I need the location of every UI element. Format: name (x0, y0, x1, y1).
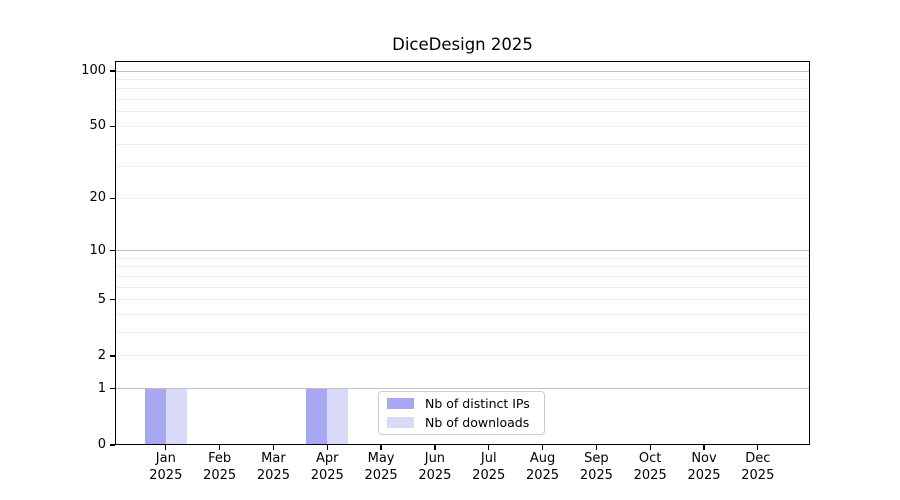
x-tick-year: 2025 (203, 467, 237, 483)
legend-label-downloads: Nb of downloads (425, 414, 530, 430)
x-tick (434, 445, 436, 450)
x-tick-label: Mar 2025 (231, 451, 315, 484)
x-tick (541, 445, 544, 450)
x-tick-month: Nov (691, 451, 717, 466)
y-tick-label: 0 (97, 437, 106, 452)
legend-swatch-downloads (387, 417, 414, 428)
x-tick (380, 445, 382, 450)
plot-area (115, 60, 810, 445)
x-tick-month: Sep (584, 451, 609, 466)
x-tick (218, 445, 221, 450)
x-tick-year: 2025 (310, 467, 344, 483)
y-tick-label: 2 (97, 347, 106, 363)
x-tick-month: May (367, 451, 395, 466)
x-tick-month: Aug (529, 451, 556, 466)
x-tick-label: Aug 2025 (501, 451, 585, 484)
x-tick-label: Oct 2025 (608, 451, 692, 484)
x-tick-year: 2025 (256, 467, 290, 483)
x-tick-month: Dec (745, 451, 771, 466)
legend-label-distinct-ips: Nb of distinct IPs (425, 395, 530, 411)
x-tick-month: Oct (638, 451, 662, 466)
x-tick-month: Jul (480, 451, 497, 466)
x-tick-month: Jan (155, 451, 176, 466)
x-tick-month: Feb (208, 451, 232, 466)
y-tick-label: 10 (89, 242, 106, 258)
x-tick (703, 445, 705, 450)
y-tick-label: 100 (81, 63, 106, 79)
x-tick-label: Jan 2025 (124, 451, 208, 484)
x-tick-year: 2025 (579, 467, 613, 483)
x-tick-year: 2025 (418, 467, 452, 483)
y-tick-label: 5 (97, 291, 106, 307)
x-tick-label: Jul 2025 (447, 451, 531, 484)
y-tick-label: 20 (89, 190, 106, 206)
chart-title: DiceDesign 2025 (392, 35, 533, 54)
x-tick-label: Feb 2025 (178, 451, 262, 484)
x-tick-year: 2025 (687, 467, 721, 483)
x-tick (326, 445, 328, 450)
x-tick-label: Apr 2025 (285, 451, 369, 484)
legend-item-distinct-ips: Nb of distinct IPs (387, 395, 544, 411)
x-tick (272, 445, 275, 450)
x-tick-year: 2025 (525, 467, 560, 483)
x-tick-label: Sep 2025 (554, 451, 638, 484)
legend: Nb of distinct IPs Nb of downloads (378, 391, 545, 435)
x-tick (165, 445, 167, 450)
x-tick (757, 445, 759, 450)
y-tick-label: 1 (97, 380, 106, 396)
legend-item-downloads: Nb of downloads (387, 414, 544, 430)
x-tick-year: 2025 (633, 467, 667, 483)
x-tick-year: 2025 (364, 467, 398, 483)
x-tick (595, 445, 597, 450)
x-tick-label: Dec 2025 (716, 451, 800, 484)
x-tick-month: Apr (316, 451, 339, 466)
x-tick-month: Jun (424, 451, 446, 466)
x-tick-year: 2025 (472, 467, 506, 483)
x-tick-month: Mar (261, 451, 286, 466)
y-tick-label: 50 (89, 118, 106, 134)
x-tick-year: 2025 (741, 467, 775, 483)
x-tick-label: May 2025 (339, 451, 423, 484)
x-tick-label: Jun 2025 (393, 451, 477, 484)
x-tick (649, 445, 651, 450)
legend-swatch-distinct-ips (387, 398, 414, 409)
x-tick-year: 2025 (149, 467, 183, 483)
x-tick-label: Nov 2025 (662, 451, 746, 484)
x-tick (488, 445, 490, 450)
